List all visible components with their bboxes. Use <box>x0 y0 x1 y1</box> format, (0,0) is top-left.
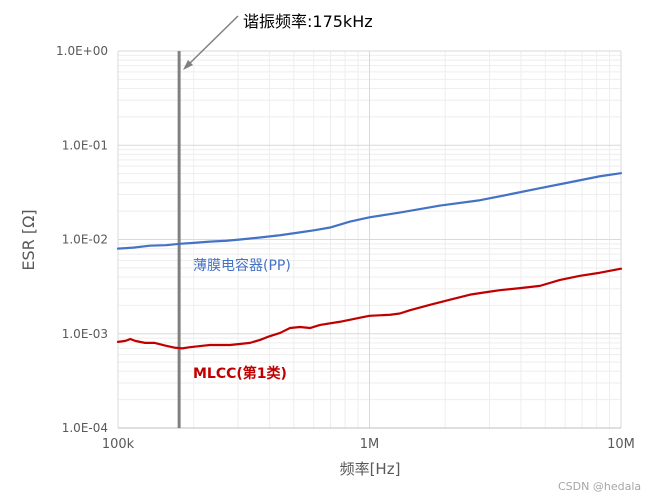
y-tick-label: 1.0E-01 <box>62 138 108 152</box>
series-label-mlcc: MLCC(第1类) <box>193 365 287 382</box>
annotation-arrow-head <box>183 60 193 70</box>
series-line-film-capacitor <box>116 172 623 250</box>
y-tick-label: 1.0E-02 <box>62 233 108 247</box>
series <box>116 172 623 350</box>
grid <box>117 50 622 429</box>
y-axis-title: ESR [Ω] <box>19 209 38 270</box>
x-tick-label: 10M <box>607 437 635 452</box>
x-tick-label: 100k <box>102 437 135 452</box>
watermark-text: CSDN @hedala <box>558 480 641 493</box>
x-axis-title: 频率[Hz] <box>340 460 401 478</box>
y-tick-label: 1.0E+00 <box>56 44 108 58</box>
series-line-mlcc <box>116 267 623 350</box>
series-label-film-capacitor: 薄膜电容器(PP) <box>193 257 291 274</box>
y-tick-label: 1.0E-04 <box>62 421 108 435</box>
annotation-resonance-frequency: 谐振频率:175kHz <box>243 12 373 31</box>
x-tick-label: 1M <box>360 437 380 452</box>
tick-labels: 1.0E+00 1.0E-01 1.0E-02 1.0E-03 1.0E-04 100k 1… <box>56 44 635 452</box>
y-tick-label: 1.0E-03 <box>62 327 108 341</box>
annotation-arrow-shaft <box>188 15 239 65</box>
